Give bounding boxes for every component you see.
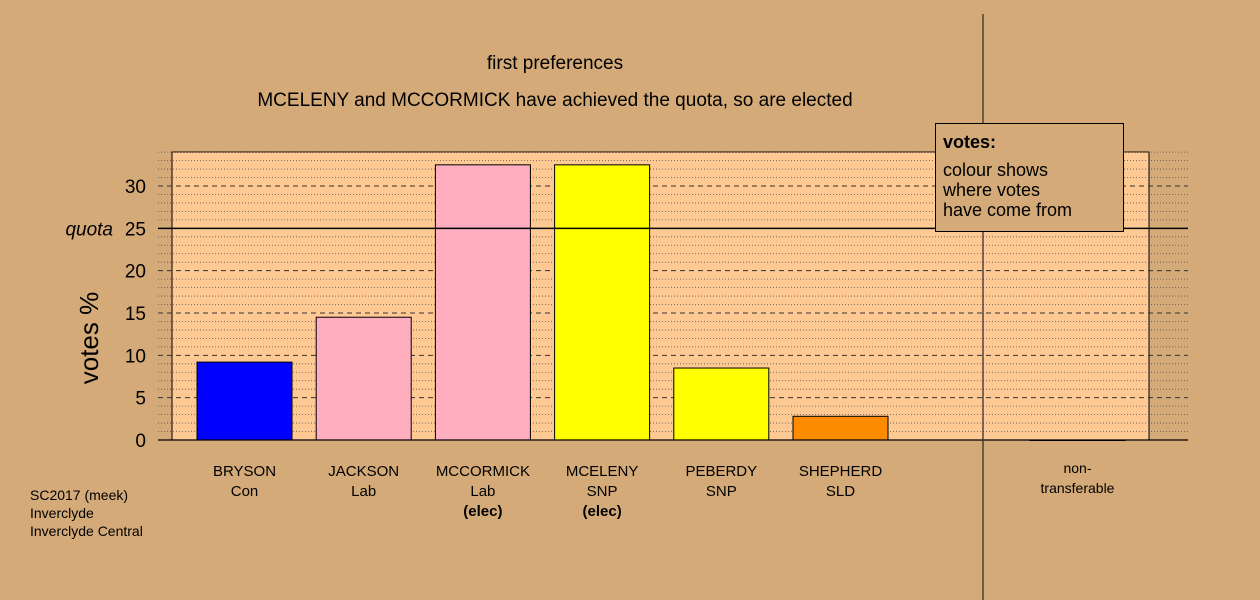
legend-title: votes:: [943, 132, 997, 152]
bar-shepherd: [792, 415, 889, 441]
labels: BRYSON Con JACKSON Lab MCCORMICK Lab (elec) MCE…: [65, 177, 1114, 520]
y-tick-label: 25: [125, 219, 146, 240]
y-tick-label: 15: [125, 304, 146, 325]
y-tick-label: 30: [125, 177, 146, 198]
y-tick-label: 5: [135, 389, 146, 410]
candidate-party: SNP: [587, 483, 618, 500]
bar-mceleny: [554, 164, 651, 441]
nontransferable-label: transferable: [1041, 480, 1115, 496]
candidate-name: JACKSON: [328, 463, 399, 480]
candidate-name: PEBERDY: [685, 463, 757, 480]
candidate-name: BRYSON: [213, 463, 276, 480]
bar-mccormick: [434, 164, 531, 441]
bar-jackson: [315, 316, 412, 441]
candidate-party: Con: [231, 483, 259, 500]
y-axis-label: votes %: [74, 292, 104, 385]
candidate-party: Lab: [470, 483, 495, 500]
chart-subtitle: MCELENY and MCCORMICK have achieved the …: [257, 90, 853, 111]
candidate-name: MCELENY: [566, 463, 639, 480]
candidate-name: MCCORMICK: [436, 463, 530, 480]
candidate-party: SLD: [826, 483, 855, 500]
legend: votes: colour shows where votes have com…: [935, 123, 1124, 232]
candidate-party: Lab: [351, 483, 376, 500]
y-tick-label: 0: [135, 431, 146, 452]
candidate-name: SHEPHERD: [799, 463, 883, 480]
y-tick-label: 20: [125, 262, 146, 283]
bar-peberdy: [673, 367, 770, 441]
y-tick-label: 10: [125, 346, 146, 367]
legend-text: colour shows where votes have come from: [943, 160, 1073, 220]
bars: [196, 164, 1126, 441]
bar-bryson: [196, 361, 293, 441]
nontransferable-label: non-: [1063, 460, 1091, 476]
footer-line-2: Inverclyde: [30, 505, 94, 521]
candidate-party: SNP: [706, 483, 737, 500]
elected-note: (elec): [463, 503, 502, 520]
footer-line-1: SC2017 (meek): [30, 487, 129, 503]
chart-title: first preferences: [486, 53, 624, 74]
footer-line-3: Inverclyde Central: [30, 523, 143, 539]
quota-label: quota: [65, 219, 113, 240]
elected-note: (elec): [583, 503, 622, 520]
